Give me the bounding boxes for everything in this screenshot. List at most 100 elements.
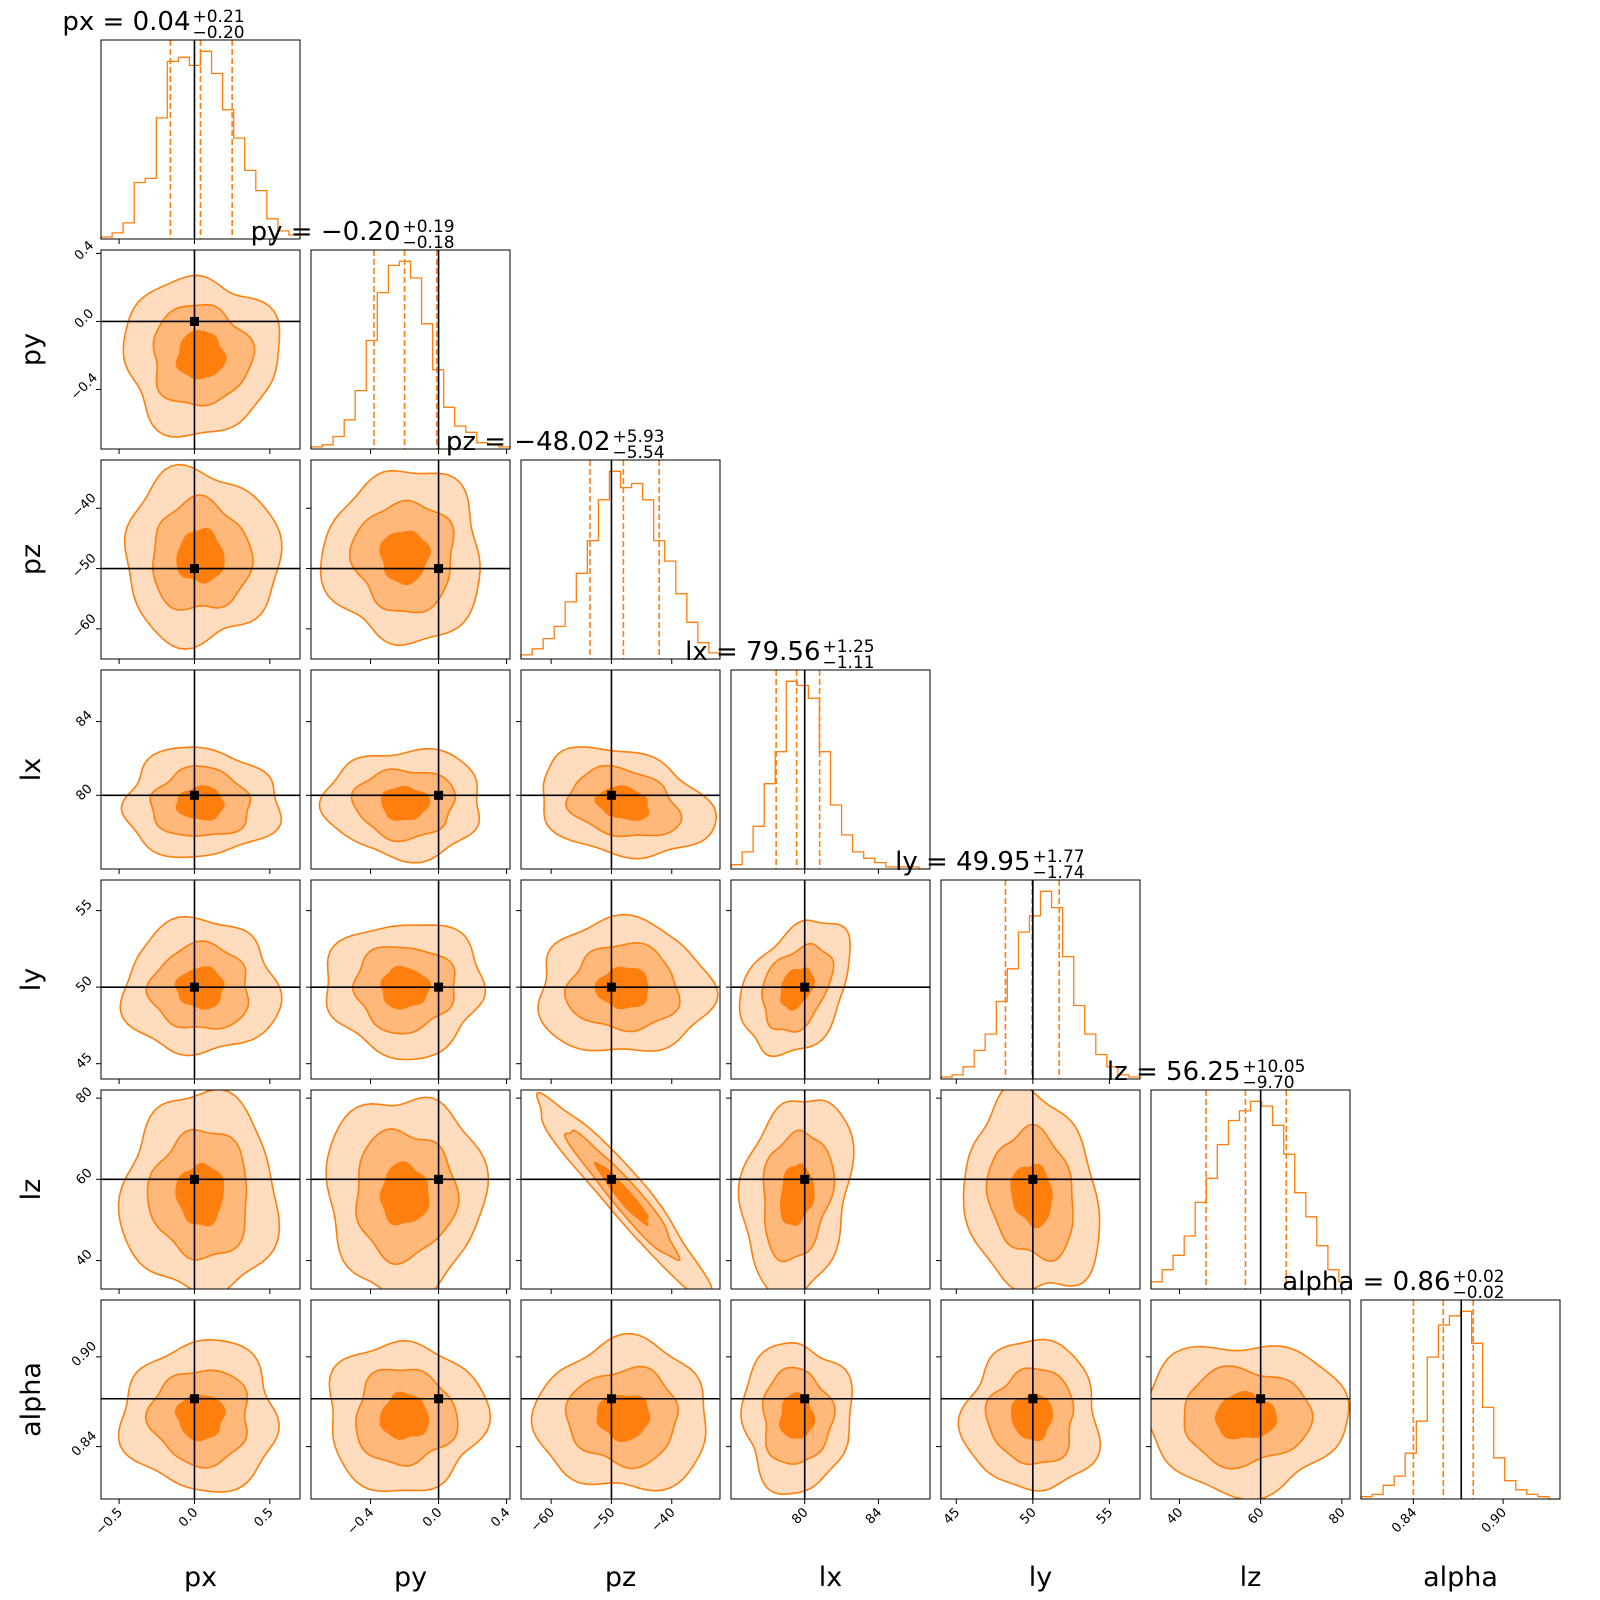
title-minus-lx: −1.11 xyxy=(823,653,875,673)
x-axis-label-alpha: alpha xyxy=(1423,1562,1498,1593)
panel-frame xyxy=(730,669,931,870)
x-tick-label-lz: 40 xyxy=(1164,1505,1186,1527)
title-minus-pz: −5.54 xyxy=(613,443,665,463)
contour-level-3 xyxy=(174,1393,226,1442)
x-tick-label-pz: −50 xyxy=(588,1505,618,1535)
x-tick-label-lz: 60 xyxy=(1245,1505,1267,1527)
contour-panel-lx-ly xyxy=(726,879,931,1084)
contours-px-alpha xyxy=(101,1300,300,1499)
x-tick-label-ly: 55 xyxy=(1094,1505,1116,1527)
y-tick-label-py: 0.4 xyxy=(72,238,97,263)
truth-marker xyxy=(189,316,199,326)
panel-frame xyxy=(310,669,511,870)
contour-level-3 xyxy=(379,1161,430,1226)
y-axis-label-lz: lz xyxy=(16,1179,47,1201)
truth-marker xyxy=(606,1174,616,1184)
hist-panel-pz: pz = −48.02 +5.93−5.54 xyxy=(446,427,721,664)
truth-marker xyxy=(434,564,444,574)
x-axis-label-px: px xyxy=(184,1562,217,1593)
panel-frame xyxy=(100,879,301,1080)
title-minus-py: −0.18 xyxy=(403,233,455,253)
x-tick-label-py: −0.4 xyxy=(344,1505,377,1538)
contour-panel-lz-alpha: 40 60 80 xyxy=(1146,1299,1351,1528)
x-tick-label-lx: 84 xyxy=(863,1505,885,1527)
hist-panel-alpha: alpha = 0.86 +0.02−0.02 0.84 0.90 xyxy=(1282,1267,1561,1536)
x-axis-label-ly: ly xyxy=(1029,1562,1053,1593)
histogram-ly xyxy=(940,890,1141,1079)
panel-frame xyxy=(1360,1299,1561,1500)
truth-marker xyxy=(606,790,616,800)
title-lz: lz = 56.25 xyxy=(1107,1057,1241,1087)
title-ly: ly = 49.95 xyxy=(895,847,1030,877)
truth-marker xyxy=(1028,1174,1038,1184)
contours-pz-ly xyxy=(521,880,720,1079)
contours-pz-lz xyxy=(521,1090,720,1289)
hist-panel-ly: ly = 49.95 +1.77−1.74 xyxy=(895,847,1141,1084)
panel-frame xyxy=(520,1089,721,1290)
x-tick-label-pz: −40 xyxy=(649,1505,679,1535)
truth-marker xyxy=(800,1394,810,1404)
truth-marker xyxy=(434,790,444,800)
contour-panel-px-ly: 45 50 55 xyxy=(73,879,301,1084)
y-tick-label-lx: 84 xyxy=(73,708,95,730)
title-plus-lx: +1.25 xyxy=(823,637,875,657)
x-tick-label-ly: 45 xyxy=(941,1505,963,1527)
y-tick-label-py: 0.0 xyxy=(72,306,97,331)
contour-panel-px-pz: −60 −50 −40 xyxy=(70,459,301,664)
contour-panel-lx-lz xyxy=(726,1089,931,1294)
panel-frame xyxy=(310,1299,511,1500)
truth-marker xyxy=(1028,1394,1038,1404)
contour-panel-px-lz: 40 60 80 xyxy=(73,1084,301,1294)
y-axis-label-alpha: alpha xyxy=(16,1362,47,1437)
x-tick-label-py: 0.0 xyxy=(420,1505,445,1530)
title-plus-py: +0.19 xyxy=(403,217,455,237)
x-tick-label-lx: 80 xyxy=(789,1505,811,1527)
contour-panel-pz-ly xyxy=(516,879,721,1084)
truth-marker xyxy=(189,790,199,800)
panel-frame xyxy=(940,1089,1141,1290)
panel-frame xyxy=(100,459,301,660)
panel-frame xyxy=(100,249,301,450)
title-plus-alpha: +0.02 xyxy=(1453,1267,1505,1287)
contours-lx-lz xyxy=(731,1090,930,1289)
contour-panel-pz-lx xyxy=(516,669,721,874)
contour-panel-py-pz xyxy=(306,459,511,664)
contours-px-lx xyxy=(101,670,300,869)
truth-marker xyxy=(1256,1394,1266,1404)
contours-lx-alpha xyxy=(731,1300,930,1499)
y-tick-label-pz: −40 xyxy=(70,491,100,521)
truth-marker xyxy=(606,982,616,992)
truth-marker xyxy=(434,1174,444,1184)
x-tick-label-lz: 80 xyxy=(1326,1505,1348,1527)
title-alpha: alpha = 0.86 xyxy=(1282,1267,1450,1297)
contour-panel-px-alpha: −0.5 0.0 0.5 0.84 0.90 xyxy=(69,1299,301,1538)
contour-level-3 xyxy=(1010,1163,1053,1229)
contour-panel-py-alpha: −0.4 0.0 0.4 xyxy=(306,1299,513,1538)
truth-marker xyxy=(800,1174,810,1184)
contour-panel-px-lx: 80 84 xyxy=(73,669,301,874)
histogram-py xyxy=(310,260,511,449)
x-tick-label-alpha: 0.84 xyxy=(1389,1505,1420,1536)
contours-ly-lz xyxy=(941,1090,1140,1289)
histogram-pz xyxy=(520,470,721,659)
y-tick-label-lz: 40 xyxy=(73,1247,95,1269)
y-tick-label-ly: 50 xyxy=(73,974,95,996)
panel-frame xyxy=(520,669,721,870)
contour-panel-py-ly xyxy=(306,879,511,1084)
y-tick-label-py: −0.4 xyxy=(68,371,101,404)
hist-panel-lz: lz = 56.25 +10.05−9.70 xyxy=(1107,1057,1351,1294)
title-lx: lx = 79.56 xyxy=(685,637,820,667)
contour-panel-py-lz xyxy=(306,1089,511,1294)
panel-frame xyxy=(520,1299,721,1500)
y-tick-label-pz: −50 xyxy=(70,551,100,581)
x-axis-label-lz: lz xyxy=(1240,1562,1262,1593)
contour-panel-ly-lz xyxy=(936,1089,1141,1294)
title-minus-ly: −1.74 xyxy=(1033,863,1085,883)
x-tick-label-ly: 50 xyxy=(1017,1505,1039,1527)
truth-marker xyxy=(606,1394,616,1404)
histogram-lz xyxy=(1150,1100,1351,1289)
x-tick-label-px: 0.5 xyxy=(251,1505,276,1530)
contour-level-3 xyxy=(379,530,431,586)
title-plus-ly: +1.77 xyxy=(1033,847,1085,867)
